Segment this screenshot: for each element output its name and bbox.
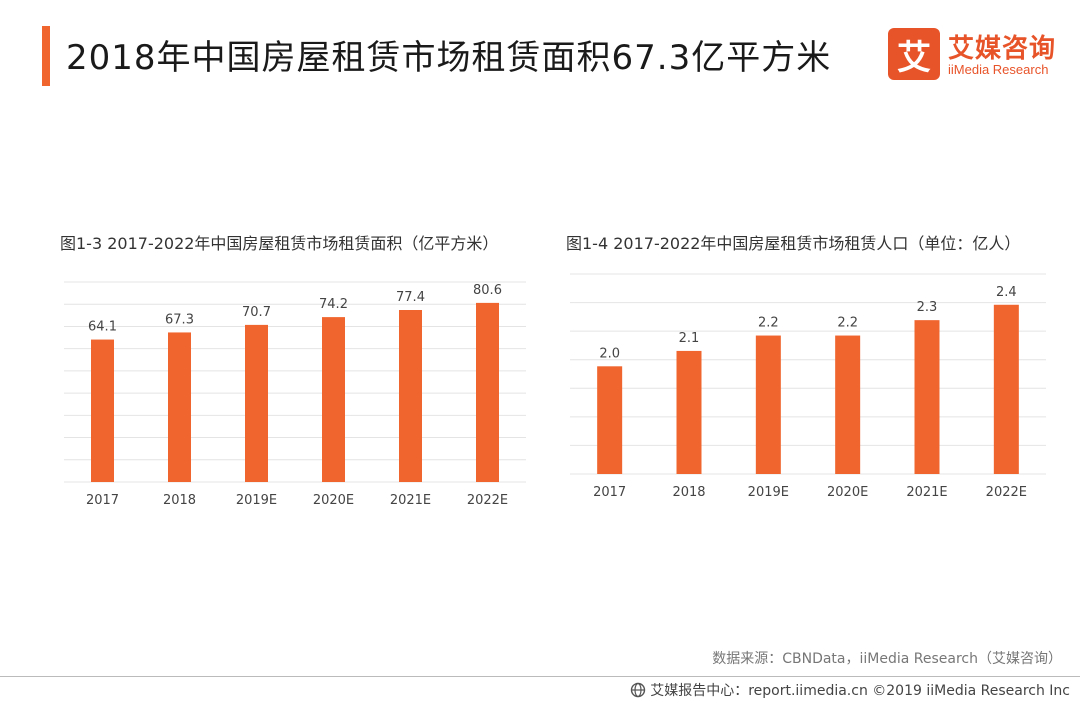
iimedia-logo: 艾 艾媒咨询 iiMedia Research bbox=[888, 24, 1068, 84]
data-label-2018: 2.1 bbox=[679, 331, 700, 346]
bar-2022E bbox=[993, 304, 1019, 474]
bar-2021E bbox=[399, 310, 422, 482]
bar-2017 bbox=[91, 339, 114, 482]
tick-label-2020E: 2020E bbox=[827, 485, 868, 500]
page-title: 2018年中国房屋租赁市场租赁面积67.3亿平方米 bbox=[66, 38, 832, 78]
footer-text: 艾媒报告中心：report.iimedia.cn ©2019 iiMedia R… bbox=[650, 683, 1070, 699]
data-label-2017: 2.0 bbox=[599, 346, 620, 361]
data-label-2021E: 77.4 bbox=[396, 290, 425, 305]
data-label-2018: 67.3 bbox=[165, 312, 194, 327]
data-label-2022E: 80.6 bbox=[473, 283, 502, 298]
tick-label-2017: 2017 bbox=[86, 493, 119, 508]
chart-rental-area: 64.1 2017 67.3 2018 70.7 2019E 74.2 2020E 77.4 20… bbox=[64, 281, 526, 508]
tick-label-2017: 2017 bbox=[593, 485, 626, 500]
tick-label-2019E: 2019E bbox=[748, 485, 789, 500]
footer: 艾媒报告中心：report.iimedia.cn ©2019 iiMedia R… bbox=[630, 680, 1070, 700]
bar-2019E bbox=[755, 335, 781, 474]
logo-name-en: iiMedia Research bbox=[948, 62, 1049, 77]
tick-label-2018: 2018 bbox=[163, 493, 196, 508]
tick-label-2019E: 2019E bbox=[236, 493, 277, 508]
tick-label-2018: 2018 bbox=[672, 485, 705, 500]
globe-icon bbox=[631, 682, 646, 698]
tick-label-2022E: 2022E bbox=[467, 493, 508, 508]
chart-title-rental-population: 图1-4 2017-2022年中国房屋租赁市场租赁人口（单位：亿人） bbox=[566, 234, 1021, 253]
bar-2021E bbox=[914, 320, 940, 474]
data-label-2020E: 2.2 bbox=[837, 316, 858, 331]
chart-rental-population: 2.0 2017 2.1 2018 2.2 2019E 2.2 2020E 2.3 2021E 2.… bbox=[570, 273, 1046, 500]
data-label-2022E: 2.4 bbox=[996, 285, 1017, 300]
bar-2022E bbox=[476, 302, 499, 482]
data-label-2017: 64.1 bbox=[88, 320, 117, 335]
chart-title-rental-area: 图1-3 2017-2022年中国房屋租赁市场租赁面积（亿平方米） bbox=[60, 234, 499, 253]
bar-2018 bbox=[168, 332, 191, 482]
logo-mark: 艾 bbox=[888, 28, 940, 80]
bar-2020E bbox=[835, 335, 861, 474]
bar-2020E bbox=[322, 317, 345, 482]
tick-label-2022E: 2022E bbox=[986, 485, 1027, 500]
tick-label-2021E: 2021E bbox=[906, 485, 947, 500]
data-label-2019E: 2.2 bbox=[758, 316, 779, 331]
data-label-2021E: 2.3 bbox=[917, 300, 938, 315]
logo-name-cn: 艾媒咨询 bbox=[948, 34, 1057, 64]
footer-divider bbox=[0, 676, 1080, 677]
data-label-2020E: 74.2 bbox=[319, 297, 348, 312]
bar-2017 bbox=[597, 366, 623, 474]
tick-label-2021E: 2021E bbox=[390, 493, 431, 508]
data-label-2019E: 70.7 bbox=[242, 305, 271, 320]
data-source: 数据来源：CBNData，iiMedia Research（艾媒咨询） bbox=[712, 651, 1062, 667]
tick-label-2020E: 2020E bbox=[313, 493, 354, 508]
bar-2019E bbox=[245, 324, 268, 482]
title-accent-bar bbox=[42, 26, 50, 86]
bar-2018 bbox=[676, 350, 702, 474]
